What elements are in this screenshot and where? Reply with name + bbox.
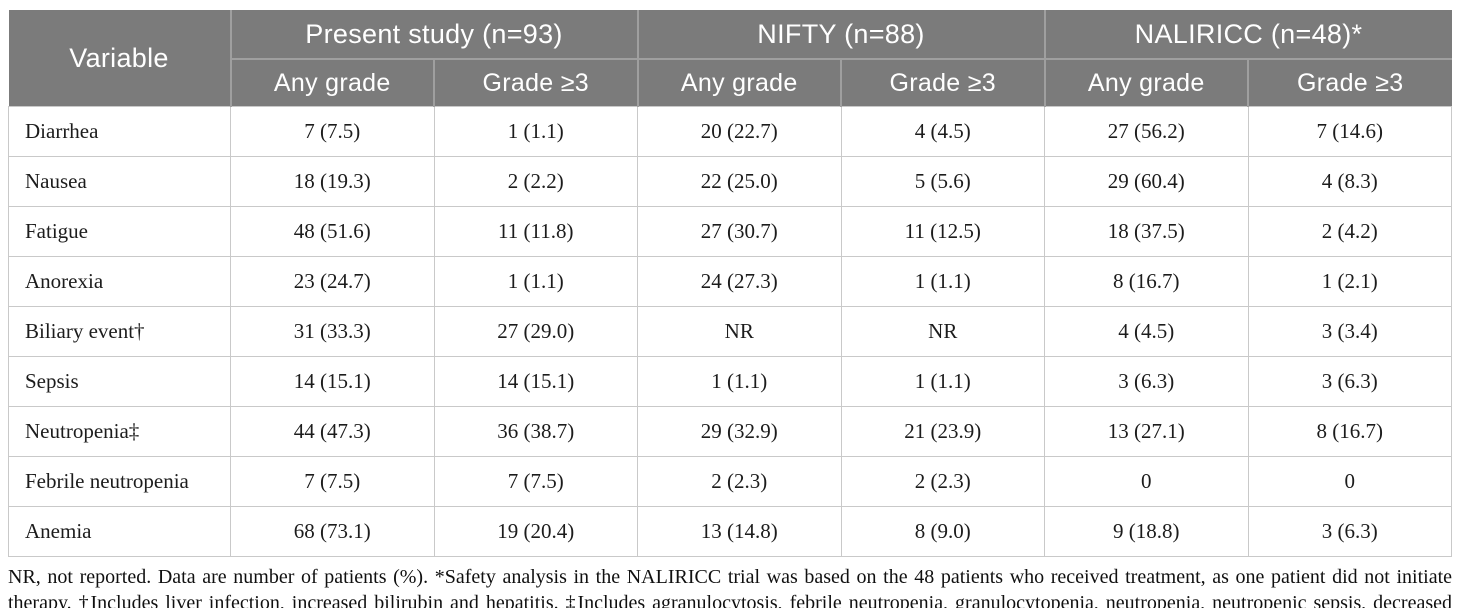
- row-value-cell: 8 (16.7): [1044, 256, 1249, 307]
- row-value-cell: 22 (25.0): [637, 156, 842, 207]
- row-value-cell: 1 (1.1): [840, 356, 1045, 407]
- column-header-any-grade: Any grade: [1043, 58, 1249, 107]
- row-value-cell: 36 (38.7): [433, 406, 638, 457]
- table-row: Anorexia 23 (24.7) 1 (1.1) 24 (27.3) 1 (1.1)…: [8, 256, 1452, 307]
- row-value-cell: 7 (7.5): [433, 456, 638, 507]
- row-value-cell: 8 (9.0): [840, 506, 1045, 557]
- table-row: Biliary event† 31 (33.3) 27 (29.0) NR NR 4 (4…: [8, 306, 1452, 357]
- row-value-cell: 29 (60.4): [1044, 156, 1249, 207]
- row-variable-label: Anemia: [8, 506, 231, 557]
- row-value-cell: 4 (4.5): [840, 106, 1045, 157]
- row-value-cell: NR: [840, 306, 1045, 357]
- row-value-cell: 27 (30.7): [637, 206, 842, 257]
- row-variable-label: Nausea: [8, 156, 231, 207]
- column-header-grade-ge3: Grade ≥3: [433, 58, 639, 107]
- row-value-cell: 3 (6.3): [1247, 356, 1452, 407]
- row-value-cell: 0: [1247, 456, 1452, 507]
- row-value-cell: 19 (20.4): [433, 506, 638, 557]
- table-group-header-row: Variable Present study (n=93) NIFTY (n=8…: [8, 10, 1452, 107]
- adverse-events-table: Variable Present study (n=93) NIFTY (n=8…: [8, 10, 1452, 557]
- row-value-cell: 9 (18.8): [1044, 506, 1249, 557]
- row-value-cell: 2 (2.2): [433, 156, 638, 207]
- table-subheader-row: Any grade Grade ≥3 Any grade Grade ≥3 An…: [9, 58, 1452, 107]
- row-value-cell: 68 (73.1): [230, 506, 435, 557]
- column-group-nifty: NIFTY (n=88): [636, 10, 1046, 60]
- row-value-cell: 1 (1.1): [433, 256, 638, 307]
- row-value-cell: 20 (22.7): [637, 106, 842, 157]
- row-value-cell: 8 (16.7): [1247, 406, 1452, 457]
- row-variable-label: Neutropenia‡: [8, 406, 231, 457]
- row-value-cell: 4 (8.3): [1247, 156, 1452, 207]
- column-header-grade-ge3: Grade ≥3: [840, 58, 1046, 107]
- row-value-cell: 5 (5.6): [840, 156, 1045, 207]
- row-value-cell: 21 (23.9): [840, 406, 1045, 457]
- row-value-cell: 18 (37.5): [1044, 206, 1249, 257]
- row-value-cell: 7 (7.5): [230, 456, 435, 507]
- row-value-cell: 2 (4.2): [1247, 206, 1452, 257]
- row-value-cell: 18 (19.3): [230, 156, 435, 207]
- row-value-cell: 1 (2.1): [1247, 256, 1452, 307]
- row-variable-label: Febrile neutropenia: [8, 456, 231, 507]
- row-value-cell: 27 (56.2): [1044, 106, 1249, 157]
- row-value-cell: 4 (4.5): [1044, 306, 1249, 357]
- column-header-variable: Variable: [8, 10, 232, 107]
- row-value-cell: 14 (15.1): [230, 356, 435, 407]
- row-value-cell: 29 (32.9): [637, 406, 842, 457]
- row-value-cell: 1 (1.1): [433, 106, 638, 157]
- row-variable-label: Sepsis: [8, 356, 231, 407]
- table-row: Nausea 18 (19.3) 2 (2.2) 22 (25.0) 5 (5.6) 29…: [8, 156, 1452, 207]
- table-row: Neutropenia‡ 44 (47.3) 36 (38.7) 29 (32.9) 2…: [8, 406, 1452, 457]
- table-footnote: NR, not reported. Data are number of pat…: [8, 566, 1452, 608]
- row-value-cell: 2 (2.3): [840, 456, 1045, 507]
- column-header-any-grade: Any grade: [229, 58, 435, 107]
- row-value-cell: 3 (6.3): [1044, 356, 1249, 407]
- row-variable-label: Fatigue: [8, 206, 231, 257]
- row-variable-label: Diarrhea: [8, 106, 231, 157]
- row-value-cell: 24 (27.3): [637, 256, 842, 307]
- row-value-cell: NR: [637, 306, 842, 357]
- table-row: Febrile neutropenia 7 (7.5) 7 (7.5) 2 (2.3)…: [8, 456, 1452, 507]
- row-value-cell: 48 (51.6): [230, 206, 435, 257]
- column-header-grade-ge3: Grade ≥3: [1247, 58, 1452, 107]
- table-row: Sepsis 14 (15.1) 14 (15.1) 1 (1.1) 1 (1.1) 3 …: [8, 356, 1452, 407]
- table-row: Anemia 68 (73.1) 19 (20.4) 13 (14.8) 8 (9.0)…: [8, 506, 1452, 557]
- row-value-cell: 11 (12.5): [840, 206, 1045, 257]
- row-value-cell: 2 (2.3): [637, 456, 842, 507]
- row-value-cell: 23 (24.7): [230, 256, 435, 307]
- row-value-cell: 7 (7.5): [230, 106, 435, 157]
- row-variable-label: Anorexia: [8, 256, 231, 307]
- row-value-cell: 7 (14.6): [1247, 106, 1452, 157]
- table-row: Fatigue 48 (51.6) 11 (11.8) 27 (30.7) 11 (12…: [8, 206, 1452, 257]
- table-body: Diarrhea 7 (7.5) 1 (1.1) 20 (22.7) 4 (4.5) 27…: [8, 106, 1452, 557]
- row-value-cell: 27 (29.0): [433, 306, 638, 357]
- row-value-cell: 0: [1044, 456, 1249, 507]
- row-value-cell: 31 (33.3): [230, 306, 435, 357]
- table-header: Variable Present study (n=93) NIFTY (n=8…: [8, 10, 1452, 107]
- row-value-cell: 11 (11.8): [433, 206, 638, 257]
- row-value-cell: 3 (3.4): [1247, 306, 1452, 357]
- row-value-cell: 13 (27.1): [1044, 406, 1249, 457]
- row-value-cell: 1 (1.1): [637, 356, 842, 407]
- row-value-cell: 3 (6.3): [1247, 506, 1452, 557]
- row-value-cell: 1 (1.1): [840, 256, 1045, 307]
- row-variable-label: Biliary event†: [8, 306, 231, 357]
- table-row: Diarrhea 7 (7.5) 1 (1.1) 20 (22.7) 4 (4.5) 27…: [8, 106, 1452, 157]
- row-value-cell: 14 (15.1): [433, 356, 638, 407]
- column-group-naliricc: NALIRICC (n=48)*: [1043, 10, 1452, 60]
- row-value-cell: 13 (14.8): [637, 506, 842, 557]
- column-group-present-study: Present study (n=93): [229, 10, 639, 60]
- row-value-cell: 44 (47.3): [230, 406, 435, 457]
- column-header-any-grade: Any grade: [636, 58, 842, 107]
